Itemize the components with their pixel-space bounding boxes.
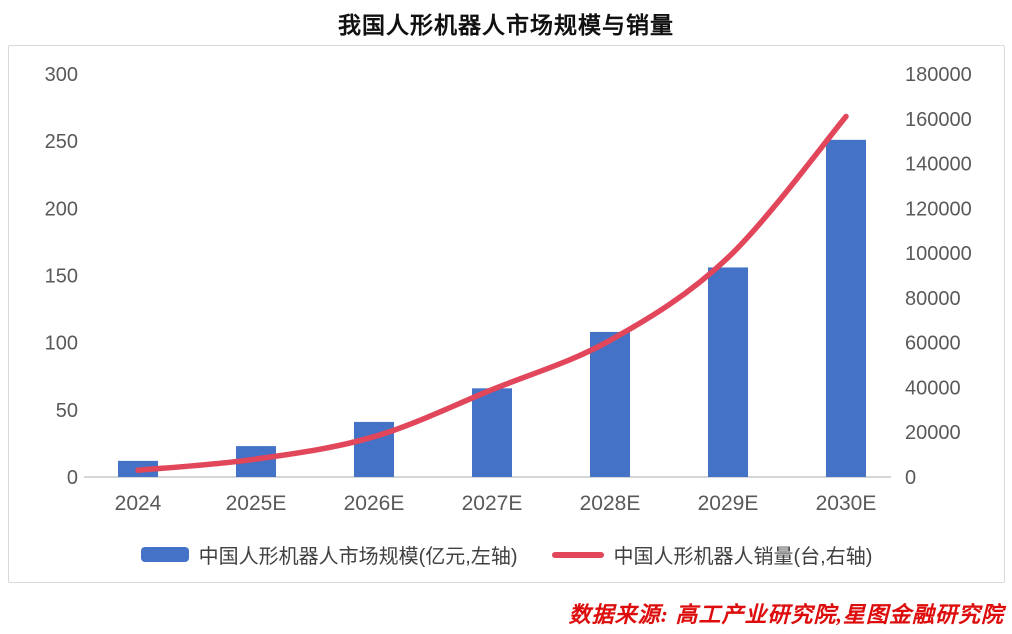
left-axis-tick-label: 150 [45, 266, 78, 288]
line-series-swatch-icon [551, 551, 604, 558]
bar-2030E [826, 139, 866, 477]
chart-svg: 0 50 100 150 200 250 300 0 20000 40000 60000 80000 1… [45, 64, 972, 515]
left-axis-tick-label: 50 [56, 400, 78, 422]
legend-item-sales: 中国人形机器人销量(台,右轴) [551, 540, 873, 569]
legend-item-market: 中国人形机器人市场规模(亿元,左轴) [140, 540, 518, 569]
left-axis-tick-label: 300 [45, 64, 78, 86]
right-axis-tick-label: 20000 [905, 422, 961, 444]
right-axis-tick-label: 140000 [905, 154, 972, 176]
x-axis-category-label: 2028E [580, 492, 641, 515]
bar-2029E [708, 267, 748, 477]
left-axis-tick-label: 250 [45, 131, 78, 153]
chart-panel: 0 50 100 150 200 250 300 0 20000 40000 60000 80000 1… [8, 45, 1005, 583]
right-axis-tick-label: 40000 [905, 377, 961, 399]
sales-line [135, 113, 849, 474]
data-source: 数据来源: 高工产业研究院,星图金融研究院 [568, 602, 1004, 627]
bar-2028E [590, 331, 630, 477]
x-axis-category-label: 2029E [698, 492, 759, 515]
chart-title: 我国人形机器人市场规模与销量 [338, 12, 674, 38]
x-axis-category-label: 2026E [344, 492, 405, 515]
x-axis-category-label: 2030E [816, 492, 877, 515]
left-axis-tick-label: 0 [67, 467, 78, 489]
chart-legend: 中国人形机器人市场规模(亿元,左轴) 中国人形机器人销量(台,右轴) [9, 540, 1004, 569]
legend-label-sales: 中国人形机器人销量(台,右轴) [613, 546, 873, 568]
x-axis-category-label: 2027E [462, 492, 523, 515]
right-axis-tick-label: 100000 [905, 243, 972, 265]
left-axis-tick-label: 200 [45, 198, 78, 220]
right-axis-tick-label: 80000 [905, 288, 961, 310]
x-axis-category-label: 2025E [226, 492, 287, 515]
legend-label-market: 中国人形机器人市场规模(亿元,左轴) [198, 546, 518, 568]
right-axis-tick-label: 160000 [905, 109, 972, 131]
left-axis-tick-label: 100 [45, 333, 78, 355]
right-axis-tick-label: 0 [905, 467, 916, 489]
right-axis-tick-label: 180000 [905, 64, 972, 86]
x-axis-category-label: 2024 [115, 492, 162, 515]
right-axis-tick-label: 60000 [905, 333, 961, 355]
bar-series-swatch-icon [140, 547, 189, 562]
bar-2027E [472, 388, 512, 477]
right-axis-tick-label: 120000 [905, 198, 972, 220]
